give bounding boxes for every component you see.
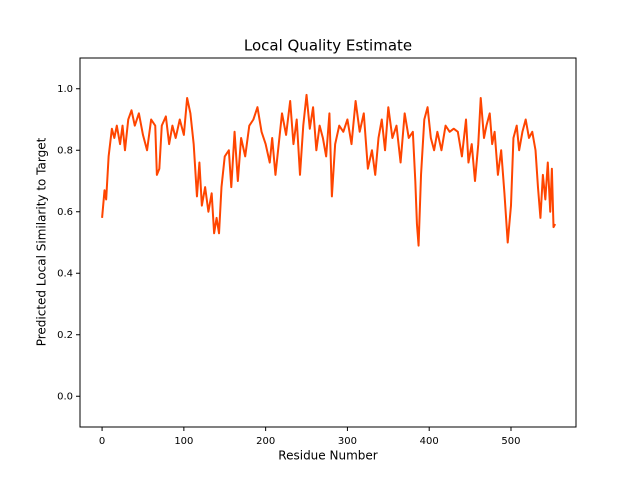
y-tick-label: 0.4: [57, 268, 73, 279]
x-tick-label: 500: [501, 436, 520, 447]
chart-title: Local Quality Estimate: [244, 37, 412, 55]
y-tick-label: 0.2: [57, 330, 73, 341]
y-tick-label: 0.8: [57, 145, 73, 156]
x-tick-label: 200: [256, 436, 275, 447]
x-tick-label: 400: [420, 436, 439, 447]
y-tick-label: 0.6: [57, 207, 73, 218]
y-tick-label: 0.0: [57, 391, 73, 402]
plot-frame: [79, 57, 577, 428]
x-tick-label: 0: [99, 436, 105, 447]
y-tick-label: 1.0: [57, 84, 73, 95]
line-series: [101, 93, 557, 247]
x-tick-label: 300: [338, 436, 357, 447]
x-tick-label: 100: [174, 436, 193, 447]
y-axis-label: Predicted Local Similarity to Target: [35, 137, 49, 346]
x-axis-label: Residue Number: [278, 449, 377, 463]
